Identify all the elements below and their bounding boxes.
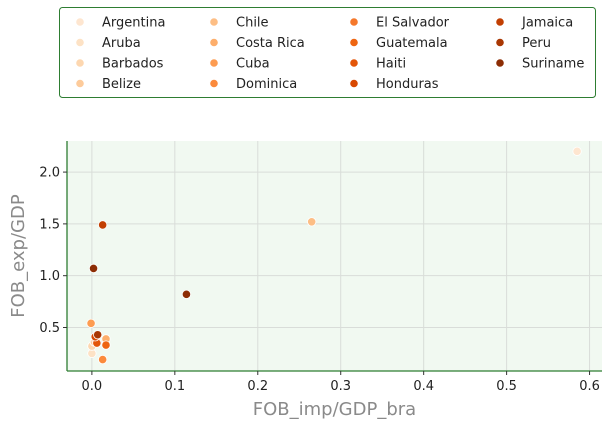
x-tick-label: 0.4 (413, 379, 434, 394)
legend-marker (495, 17, 505, 27)
legend-marker (209, 58, 219, 68)
legend-item: Belize (75, 77, 141, 92)
y-tick-label: 0.5 (39, 321, 60, 336)
legend-label: Argentina (102, 16, 165, 31)
plot-area (67, 141, 602, 371)
x-tick-label: 0.0 (82, 379, 103, 394)
legend-item: Argentina (75, 16, 165, 31)
legend-label: Jamaica (521, 16, 573, 31)
x-tick-label: 0.6 (579, 379, 600, 394)
y-axis-label: FOB_exp/GDP (8, 194, 29, 318)
legend-label: Peru (522, 36, 551, 51)
grid-lines (67, 141, 602, 371)
legend-marker (349, 58, 359, 68)
legend-item: Dominica (209, 77, 297, 92)
legend-marker (75, 78, 85, 89)
legend-item: Aruba (75, 36, 141, 51)
legend-item: Suriname (495, 57, 584, 72)
legend-label: Aruba (102, 36, 141, 51)
legend-marker (495, 58, 505, 68)
y-tick-label: 1.5 (39, 217, 60, 232)
legend-item: Guatemala (349, 36, 448, 51)
legend-label: Dominica (236, 77, 297, 92)
legend-label: Suriname (522, 57, 584, 72)
legend-label: Chile (236, 16, 269, 31)
legend-item: Haiti (349, 57, 406, 72)
data-point (101, 340, 111, 350)
legend-label: Costa Rica (236, 36, 305, 51)
legend-label: Belize (102, 77, 141, 92)
legend-item: El Salvador (349, 16, 450, 31)
data-point (572, 146, 582, 156)
legend-label: El Salvador (376, 16, 450, 31)
y-axis-ticks: 0.5 1.0 1.5 2.0 (39, 166, 67, 336)
legend-item: Jamaica (495, 16, 573, 31)
legend-marker (75, 58, 85, 68)
legend-marker (75, 37, 85, 48)
legend-label: Guatemala (376, 36, 448, 51)
legend-item: Chile (209, 16, 269, 31)
legend-frame (59, 7, 596, 98)
x-tick-label: 0.2 (247, 379, 268, 394)
data-point (88, 263, 99, 274)
legend-item: Peru (495, 36, 551, 51)
y-tick-label: 1.0 (39, 269, 60, 284)
data-point (181, 289, 192, 299)
x-tick-label: 0.5 (496, 379, 517, 394)
axis-spines (66, 141, 602, 372)
legend-label: Barbados (102, 57, 164, 72)
data-point (93, 330, 103, 340)
legend-marker (349, 37, 359, 48)
legend-marker (209, 17, 219, 27)
legend-marker (349, 78, 359, 89)
x-axis-label: FOB_imp/GDP_bra (253, 399, 416, 420)
y-tick-label: 2.0 (39, 166, 60, 181)
legend-marker (209, 78, 219, 89)
data-point (86, 318, 96, 328)
legend-item: Barbados (75, 57, 164, 72)
legend-label: Honduras (376, 77, 439, 92)
x-tick-label: 0.1 (164, 379, 185, 394)
legend-item: Cuba (209, 57, 270, 72)
data-point (98, 355, 108, 365)
x-axis-ticks: 0.0 0.1 0.2 0.3 0.4 0.5 0.6 (82, 371, 600, 394)
legend-item: Costa Rica (209, 36, 305, 51)
legend-item: Honduras (349, 77, 439, 92)
legend-marker (349, 17, 359, 27)
data-point (307, 217, 317, 227)
legend-marker (209, 37, 219, 48)
data-points (86, 146, 582, 365)
legend-marker (75, 17, 85, 27)
legend-label: Cuba (236, 57, 270, 72)
x-tick-label: 0.3 (330, 379, 351, 394)
legend: Argentina Aruba Barbados Belize Chile Costa R… (59, 7, 596, 98)
legend-label: Haiti (376, 57, 406, 72)
legend-marker (495, 37, 505, 48)
data-point (98, 220, 108, 230)
